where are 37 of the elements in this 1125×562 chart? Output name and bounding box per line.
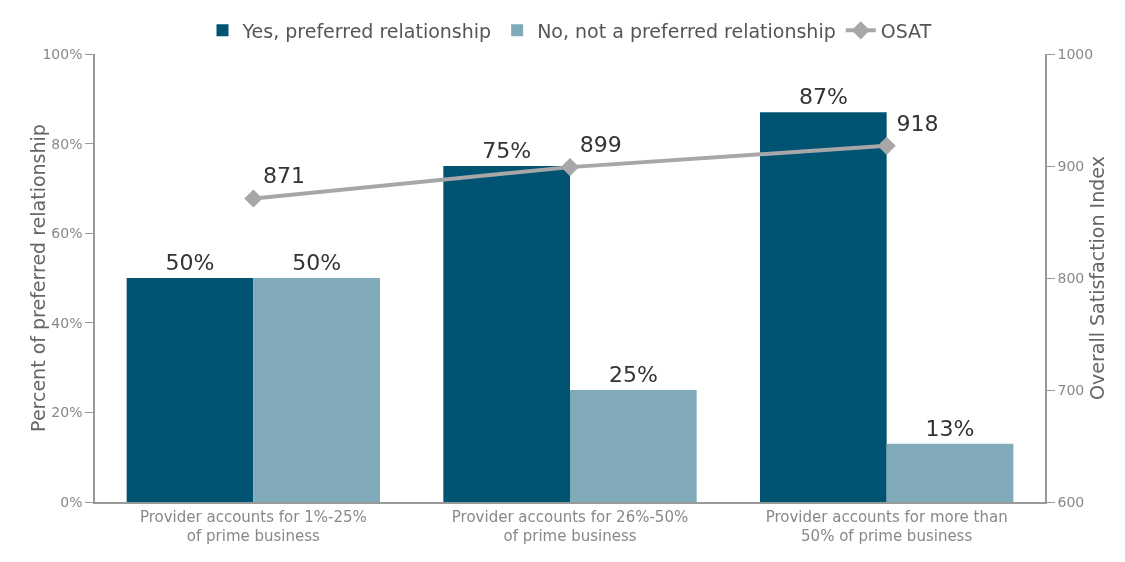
- y-tick-label: 0%: [60, 493, 83, 510]
- y2-tick-label: 1000: [1057, 45, 1094, 62]
- x-tick-label: Provider accounts for 26%-50% of prime business: [451, 507, 689, 546]
- x-tick-label: Provider accounts for 1%-25% of prime business: [139, 507, 367, 546]
- bar: [570, 390, 697, 502]
- y2-tick-label: 600: [1057, 493, 1085, 510]
- y-tick-label: 60%: [51, 225, 83, 242]
- bar: [253, 278, 380, 502]
- data-label: 75%: [482, 138, 532, 163]
- data-label: 918: [896, 110, 939, 136]
- legend-label: Yes, preferred relationship: [241, 19, 492, 42]
- data-label: 25%: [608, 362, 658, 387]
- y-tick-label: 20%: [51, 404, 83, 421]
- bar: [126, 278, 254, 502]
- data-label: 899: [579, 131, 622, 157]
- y-tick-label: 100%: [42, 45, 83, 62]
- y-tick-label: 80%: [51, 135, 83, 152]
- x-tick-label: Provider accounts for more than 50% of prime business: [765, 507, 1008, 546]
- bar: [443, 166, 570, 502]
- data-label: 871: [263, 163, 306, 189]
- y2-tick-label: 800: [1057, 269, 1085, 286]
- point: [560, 158, 580, 177]
- point: [244, 189, 263, 208]
- y2-tick-label: 900: [1057, 157, 1085, 174]
- y-tick-label: 40%: [51, 314, 83, 331]
- legend-label: No, not a preferred relationship: [537, 19, 836, 42]
- legend-label: OSAT: [880, 19, 932, 42]
- data-label: 13%: [925, 415, 975, 441]
- data-label: 87%: [798, 84, 848, 110]
- point: [877, 136, 896, 155]
- y2-axis-title: Overall Satisfaction Index: [1086, 156, 1109, 400]
- y2-tick-label: 700: [1057, 381, 1085, 398]
- bar: [886, 443, 1014, 502]
- bar: [760, 112, 887, 502]
- data-label: 50%: [292, 250, 342, 275]
- data-label: 50%: [165, 250, 215, 275]
- y-axis-title: Percent of preferred relationship: [27, 124, 50, 432]
